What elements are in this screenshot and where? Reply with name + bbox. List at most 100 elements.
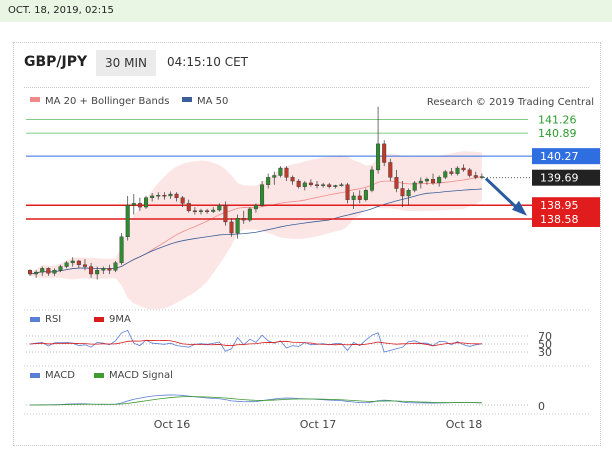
candle-body — [253, 205, 258, 210]
candle-body — [34, 271, 39, 275]
level-label-1: 140.89 — [538, 127, 577, 140]
candle-body — [418, 180, 423, 184]
chart-card — [13, 42, 601, 446]
level-label-4: 138.95 — [540, 199, 579, 212]
candle-body — [412, 182, 417, 191]
macd-legend-label-0: MACD — [45, 370, 75, 381]
level-label-3: 139.69 — [540, 172, 579, 185]
candle-body — [144, 197, 149, 208]
candle-body — [388, 162, 393, 178]
candle-body — [119, 236, 124, 264]
level-label-5: 138.58 — [540, 213, 579, 226]
candle-body — [192, 210, 197, 212]
candle-body — [467, 169, 472, 176]
timestamp-bar: OCT. 18, 2019, 02:15 — [0, 0, 612, 22]
macd-level-label-0: 0 — [538, 400, 545, 413]
pair-label: GBP/JPY — [24, 54, 88, 70]
candle-body — [315, 184, 320, 186]
candle-body — [394, 177, 399, 189]
candle-body — [406, 190, 411, 197]
candle-body — [95, 270, 100, 275]
candle-body — [461, 167, 466, 171]
legend-label-0: MA 20 + Bollinger Bands — [45, 96, 169, 107]
candle-body — [162, 194, 167, 197]
clock-time: 04:15:10 CET — [167, 55, 248, 69]
candle-body — [131, 203, 136, 206]
candle-body — [376, 143, 381, 171]
candle-body — [89, 266, 94, 275]
level-label-0: 141.26 — [538, 113, 577, 126]
timeframe-badge[interactable]: 30 MIN — [96, 50, 156, 76]
candle-body — [235, 218, 240, 234]
candle-body — [180, 197, 185, 204]
candle-body — [260, 184, 265, 206]
candle-body — [113, 262, 118, 271]
rsi-ma-line — [29, 339, 482, 347]
x-tick-label-2: Oct 18 — [446, 418, 483, 431]
candle-body — [229, 221, 234, 234]
candle-body — [321, 184, 326, 186]
rsi-legend-swatch-1 — [94, 317, 104, 322]
candle-body — [28, 270, 33, 275]
candle-body — [52, 270, 57, 274]
candle-body — [284, 167, 289, 178]
macd-legend-swatch-1 — [94, 373, 104, 378]
candle-body — [217, 205, 222, 211]
candle-body — [290, 177, 295, 182]
candle-body — [308, 182, 313, 185]
candle-body — [125, 205, 130, 238]
candle-body — [168, 193, 173, 197]
candle-body — [101, 268, 106, 271]
target-tag-block — [532, 197, 600, 227]
legend-label-1: MA 50 — [197, 96, 228, 107]
timestamp-text: OCT. 18, 2019, 02:15 — [8, 5, 114, 16]
candle-body — [345, 184, 350, 200]
candle-body — [369, 169, 374, 191]
rsi-level-label-0: 70 — [538, 330, 552, 343]
candle-body — [437, 177, 442, 184]
projection-arrow-line — [484, 177, 522, 212]
rsi-line — [29, 329, 482, 353]
candle-body — [431, 178, 436, 184]
candle-body — [333, 185, 338, 187]
candle-body — [186, 203, 191, 211]
rsi-level-label-2: 30 — [538, 346, 552, 359]
candle-body — [449, 171, 454, 174]
candle-body — [424, 178, 429, 182]
candle-body — [382, 143, 387, 163]
candle-body — [351, 195, 356, 200]
x-tick-label-0: Oct 16 — [154, 418, 191, 431]
projection-arrow-head — [512, 200, 527, 216]
header-separator — [24, 87, 589, 88]
macd-legend-label-1: MACD Signal — [109, 370, 173, 381]
candle-body — [198, 210, 203, 212]
candle-body — [357, 195, 362, 200]
candle-body — [76, 260, 81, 265]
bollinger-band — [30, 151, 482, 310]
candle-body — [211, 209, 216, 212]
candle-body — [150, 195, 155, 198]
level-label-2: 140.27 — [540, 150, 579, 163]
candle-body — [479, 176, 484, 178]
legend-swatch-0 — [30, 97, 40, 102]
ma50-line — [29, 188, 482, 275]
candle-body — [174, 193, 179, 198]
candle-body — [339, 184, 344, 186]
candle-body — [70, 260, 75, 264]
candle-body — [64, 262, 69, 267]
candle-body — [137, 203, 142, 208]
level-tag-2 — [532, 148, 600, 165]
rsi-legend-label-1: 9MA — [109, 314, 131, 325]
candle-body — [272, 175, 277, 178]
legend-swatch-1 — [182, 97, 192, 102]
candle-body — [82, 264, 87, 267]
candle-body — [455, 167, 460, 174]
candle-body — [40, 268, 45, 273]
macd-legend-swatch-0 — [30, 373, 40, 378]
candle-body — [266, 177, 271, 185]
candle-body — [223, 205, 228, 223]
candle-body — [473, 175, 478, 178]
candle-body — [46, 268, 51, 274]
macd-signal-line — [29, 396, 482, 406]
